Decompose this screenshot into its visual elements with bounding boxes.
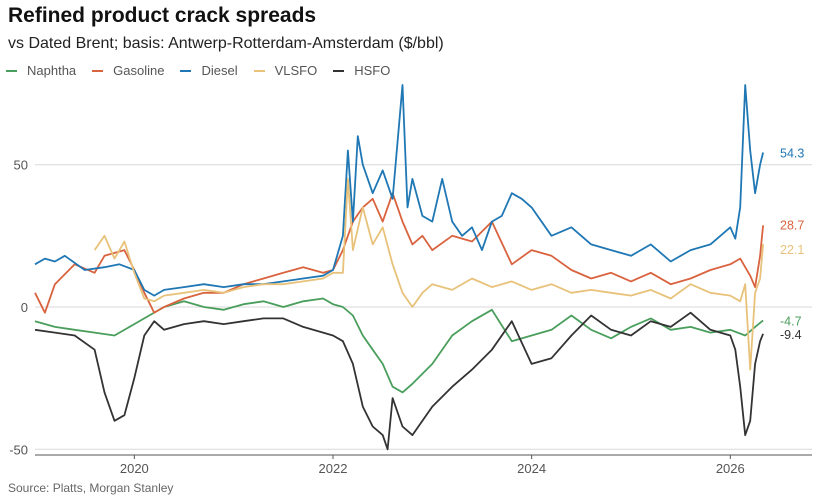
end-label-gasoline: 28.7 <box>780 218 804 232</box>
legend-swatch-vlsfo <box>253 69 265 72</box>
series-line-hsfo <box>34 311 764 451</box>
x-tick-label: 2022 <box>319 461 348 476</box>
legend-item-naphtha: Naphtha <box>6 63 76 78</box>
series-line-vlsfo <box>93 177 764 371</box>
series-line-gasoline <box>34 192 764 314</box>
end-label-naphtha: -4.7 <box>780 314 802 328</box>
y-tick-label: -50 <box>9 442 28 457</box>
x-tick-label: 2024 <box>517 461 546 476</box>
chart-title: Refined product crack spreads <box>8 4 317 27</box>
y-tick-label: 50 <box>14 158 28 173</box>
end-label-hsfo: -9.4 <box>780 328 802 342</box>
legend-label-vlsfo: VLSFO <box>274 63 318 78</box>
y-tick-label: 0 <box>21 300 28 315</box>
legend-item-gasoline: Gasoline <box>92 63 164 78</box>
legend-label-diesel: Diesel <box>201 63 238 78</box>
x-tick-label: 2020 <box>120 461 149 476</box>
legend-label-hsfo: HSFO <box>354 63 391 78</box>
legend-swatch-naphtha <box>6 69 17 72</box>
x-tick-label: 2026 <box>716 461 745 476</box>
legend-swatch-hsfo <box>333 69 345 72</box>
legend-swatch-diesel <box>180 69 192 72</box>
legend-label-gasoline: Gasoline <box>113 63 165 78</box>
end-label-diesel: 54.3 <box>780 146 804 160</box>
chart-subtitle: vs Dated Brent; basis: Antwerp-Rotterdam… <box>8 35 444 52</box>
series-line-diesel <box>34 84 764 297</box>
chart-legend: Naphtha Gasoline Diesel VLSFO HSFO <box>6 63 390 78</box>
legend-item-vlsfo: VLSFO <box>253 63 318 78</box>
legend-swatch-gasoline <box>92 69 104 72</box>
legend-item-diesel: Diesel <box>180 63 238 78</box>
end-label-vlsfo: 22.1 <box>780 243 804 257</box>
source-note: Source: Platts, Morgan Stanley <box>8 481 174 495</box>
legend-label-naphtha: Naphtha <box>27 63 77 78</box>
legend-item-hsfo: HSFO <box>333 63 390 78</box>
series-line-naphtha <box>34 297 764 394</box>
